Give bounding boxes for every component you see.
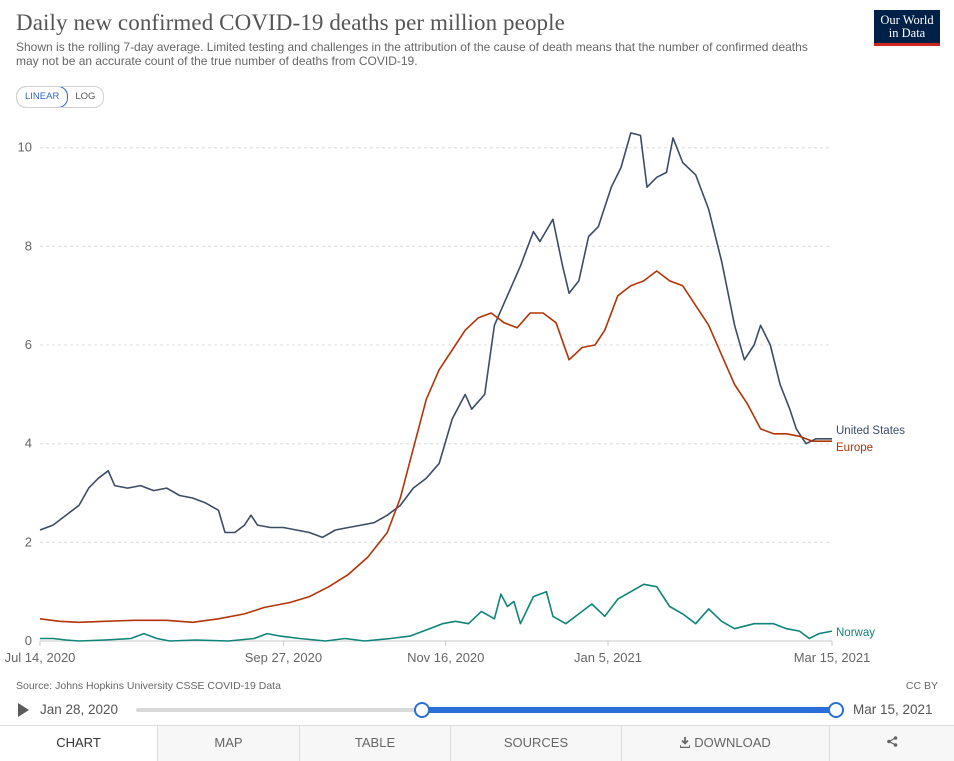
series-label-norway[interactable]: Norway (836, 627, 875, 639)
share-icon (886, 736, 897, 747)
x-tick-label: Jan 5, 2021 (574, 650, 642, 665)
y-tick-label: 4 (25, 436, 32, 451)
linear-scale-button[interactable]: LINEAR (17, 87, 69, 107)
timeline-end-label: Mar 15, 2021 (853, 702, 933, 717)
tab-download-label: DOWNLOAD (694, 735, 771, 750)
source-note[interactable]: Source: Johns Hopkins University CSSE CO… (16, 680, 281, 692)
series-labels: United States Europe Norway (836, 425, 905, 639)
chart-subtitle: Shown is the rolling 7-day average. Limi… (16, 40, 808, 68)
tab-download[interactable]: DOWNLOAD (622, 726, 830, 761)
owid-logo[interactable]: Our World in Data (874, 10, 940, 46)
tab-sources-label: SOURCES (503, 735, 569, 750)
y-tick-label: 10 (18, 140, 32, 155)
logo-line-1: Our World (880, 13, 934, 27)
x-tick-label: Nov 16, 2020 (407, 650, 484, 665)
series-lines (39, 132, 833, 642)
x-tick-label: Jul 14, 2020 (5, 650, 76, 665)
logo-accent-bar (874, 43, 940, 46)
log-scale-button[interactable]: LOG (75, 91, 96, 102)
download-icon (680, 737, 691, 748)
timeline-selected-range[interactable] (422, 707, 836, 713)
tab-table-label: TABLE (354, 735, 396, 750)
y-tick-label: 6 (25, 337, 32, 352)
series-label-united-states[interactable]: United States (836, 425, 905, 437)
series-line-europe[interactable] (39, 270, 832, 624)
tab-map-label: MAP (214, 735, 243, 750)
series-line-united-states[interactable] (39, 132, 832, 539)
y-tick-label: 0 (25, 633, 32, 648)
timeline-end-handle[interactable] (828, 702, 844, 718)
x-tick-label: Mar 15, 2021 (794, 650, 871, 665)
x-tick-label: Sep 27, 2020 (245, 650, 322, 665)
gridlines (40, 147, 832, 543)
timeline: Jan 28, 2020 Mar 15, 2021 (0, 698, 954, 722)
license-link[interactable]: CC BY (905, 680, 938, 692)
scale-toggle: LINEAR LOG (16, 86, 105, 108)
tab-chart-label: CHART (56, 735, 101, 750)
series-line-norway[interactable] (40, 583, 833, 642)
y-tick-label: 2 (25, 534, 32, 549)
axes: 0 2 4 6 8 10 Jul 14, 2020 Sep 27, 2020 Nov 16, 2… (5, 140, 871, 665)
timeline-start-handle[interactable] (414, 702, 430, 718)
chart-title: Daily new confirmed COVID-19 deaths per … (16, 10, 565, 35)
timeline-start-label: Jan 28, 2020 (40, 702, 119, 717)
tab-share[interactable] (830, 726, 954, 761)
line-chart: 0 2 4 6 8 10 Jul 14, 2020 Sep 27, 2020 Nov 16, 2… (5, 132, 905, 665)
logo-line-2: in Data (888, 26, 926, 40)
tab-bar: CHART MAP TABLE SOURCES DOWNLOAD (0, 725, 954, 761)
play-icon[interactable] (18, 703, 29, 717)
tab-sources[interactable]: SOURCES (451, 726, 622, 761)
tab-table[interactable]: TABLE (300, 726, 451, 761)
y-tick-label: 8 (25, 238, 32, 253)
series-label-europe[interactable]: Europe (836, 442, 873, 454)
tab-map[interactable]: MAP (158, 726, 300, 761)
tab-chart[interactable]: CHART (0, 726, 158, 761)
